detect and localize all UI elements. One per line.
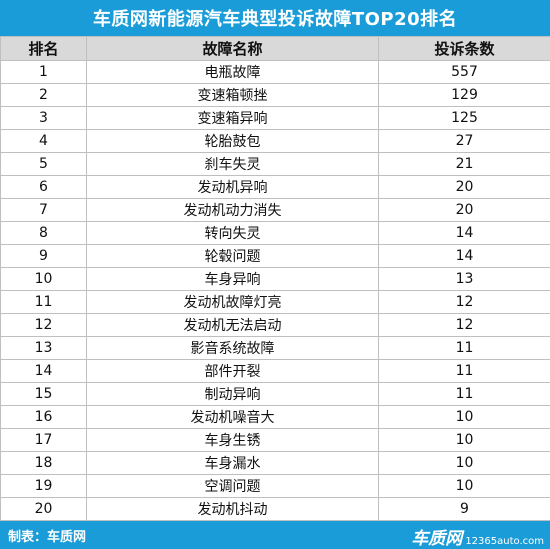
rank-cell: 8 bbox=[0, 221, 87, 245]
table-row: 16 发动机噪音大 10 bbox=[0, 405, 550, 429]
rank-cell: 5 bbox=[0, 152, 87, 176]
count-cell: 12 bbox=[378, 313, 550, 337]
rank-cell: 15 bbox=[0, 382, 87, 406]
footer-bar: 制表：车质网 车质网 12365auto.com bbox=[0, 521, 550, 549]
table-row: 19 空调问题 10 bbox=[0, 474, 550, 498]
rank-cell: 10 bbox=[0, 267, 87, 291]
rank-cell: 2 bbox=[0, 83, 87, 107]
fault-cell: 部件开裂 bbox=[86, 359, 379, 383]
table-row: 10 车身异响 13 bbox=[0, 267, 550, 291]
table-row: 6 发动机异响 20 bbox=[0, 175, 550, 199]
fault-cell: 变速箱异响 bbox=[86, 106, 379, 130]
count-cell: 557 bbox=[378, 60, 550, 84]
rank-cell: 18 bbox=[0, 451, 87, 475]
table-body: 1 电瓶故障 557 2 变速箱顿挫 129 3 变速箱异响 125 4 轮胎鼓包 27 5 刹车… bbox=[0, 60, 550, 521]
ranking-table: 排名 故障名称 投诉条数 1 电瓶故障 557 2 变速箱顿挫 129 3 变速箱异响 12… bbox=[0, 36, 550, 521]
fault-cell: 轮毂问题 bbox=[86, 244, 379, 268]
table-credit: 制表：车质网 bbox=[8, 530, 87, 545]
table-row: 15 制动异响 11 bbox=[0, 382, 550, 406]
count-cell: 129 bbox=[378, 83, 550, 107]
count-cell: 11 bbox=[378, 359, 550, 383]
fault-cell: 转向失灵 bbox=[86, 221, 379, 245]
rank-cell: 19 bbox=[0, 474, 87, 498]
rank-cell: 3 bbox=[0, 106, 87, 130]
count-cell: 27 bbox=[378, 129, 550, 153]
count-cell: 11 bbox=[378, 336, 550, 360]
count-cell: 13 bbox=[378, 267, 550, 291]
count-cell: 20 bbox=[378, 175, 550, 199]
table-row: 14 部件开裂 11 bbox=[0, 359, 550, 383]
rank-cell: 14 bbox=[0, 359, 87, 383]
fault-cell: 发动机异响 bbox=[86, 175, 379, 199]
count-cell: 20 bbox=[378, 198, 550, 222]
rank-cell: 17 bbox=[0, 428, 87, 452]
fault-cell: 影音系统故障 bbox=[86, 336, 379, 360]
count-cell: 10 bbox=[378, 428, 550, 452]
rank-cell: 11 bbox=[0, 290, 87, 314]
watermark-logo: 车质网 12365auto.com bbox=[411, 524, 544, 549]
table-row: 1 电瓶故障 557 bbox=[0, 60, 550, 84]
rank-cell: 12 bbox=[0, 313, 87, 337]
table-row: 17 车身生锈 10 bbox=[0, 428, 550, 452]
fault-cell: 发动机动力消失 bbox=[86, 198, 379, 222]
table-title: 车质网新能源汽车典型投诉故障TOP20排名 bbox=[0, 0, 550, 36]
rank-cell: 6 bbox=[0, 175, 87, 199]
header-rank: 排名 bbox=[0, 36, 87, 61]
table-row: 3 变速箱异响 125 bbox=[0, 106, 550, 130]
count-cell: 10 bbox=[378, 405, 550, 429]
count-cell: 10 bbox=[378, 451, 550, 475]
watermark-brand: 车质网 bbox=[411, 529, 463, 549]
table-row: 13 影音系统故障 11 bbox=[0, 336, 550, 360]
table-row: 20 发动机抖动 9 bbox=[0, 497, 550, 521]
fault-cell: 制动异响 bbox=[86, 382, 379, 406]
count-cell: 9 bbox=[378, 497, 550, 521]
table-row: 4 轮胎鼓包 27 bbox=[0, 129, 550, 153]
fault-cell: 车身漏水 bbox=[86, 451, 379, 475]
count-cell: 125 bbox=[378, 106, 550, 130]
count-cell: 11 bbox=[378, 382, 550, 406]
rank-cell: 4 bbox=[0, 129, 87, 153]
count-cell: 14 bbox=[378, 244, 550, 268]
header-row: 排名 故障名称 投诉条数 bbox=[0, 36, 550, 61]
table-row: 5 刹车失灵 21 bbox=[0, 152, 550, 176]
table-row: 9 轮毂问题 14 bbox=[0, 244, 550, 268]
count-cell: 14 bbox=[378, 221, 550, 245]
rank-cell: 16 bbox=[0, 405, 87, 429]
count-cell: 12 bbox=[378, 290, 550, 314]
table-row: 8 转向失灵 14 bbox=[0, 221, 550, 245]
rank-cell: 20 bbox=[0, 497, 87, 521]
rank-cell: 1 bbox=[0, 60, 87, 84]
table-row: 11 发动机故障灯亮 12 bbox=[0, 290, 550, 314]
rank-cell: 7 bbox=[0, 198, 87, 222]
rank-cell: 13 bbox=[0, 336, 87, 360]
fault-cell: 电瓶故障 bbox=[86, 60, 379, 84]
count-cell: 21 bbox=[378, 152, 550, 176]
table-row: 18 车身漏水 10 bbox=[0, 451, 550, 475]
fault-cell: 变速箱顿挫 bbox=[86, 83, 379, 107]
header-complaint-count: 投诉条数 bbox=[378, 36, 550, 61]
fault-cell: 发动机噪音大 bbox=[86, 405, 379, 429]
fault-cell: 发动机无法启动 bbox=[86, 313, 379, 337]
fault-cell: 车身异响 bbox=[86, 267, 379, 291]
fault-cell: 轮胎鼓包 bbox=[86, 129, 379, 153]
fault-cell: 刹车失灵 bbox=[86, 152, 379, 176]
fault-cell: 空调问题 bbox=[86, 474, 379, 498]
fault-cell: 发动机故障灯亮 bbox=[86, 290, 379, 314]
table-row: 2 变速箱顿挫 129 bbox=[0, 83, 550, 107]
header-fault-name: 故障名称 bbox=[86, 36, 379, 61]
watermark-url: 12365auto.com bbox=[465, 536, 544, 547]
table-row: 12 发动机无法启动 12 bbox=[0, 313, 550, 337]
rank-cell: 9 bbox=[0, 244, 87, 268]
table-row: 7 发动机动力消失 20 bbox=[0, 198, 550, 222]
fault-cell: 发动机抖动 bbox=[86, 497, 379, 521]
count-cell: 10 bbox=[378, 474, 550, 498]
fault-cell: 车身生锈 bbox=[86, 428, 379, 452]
